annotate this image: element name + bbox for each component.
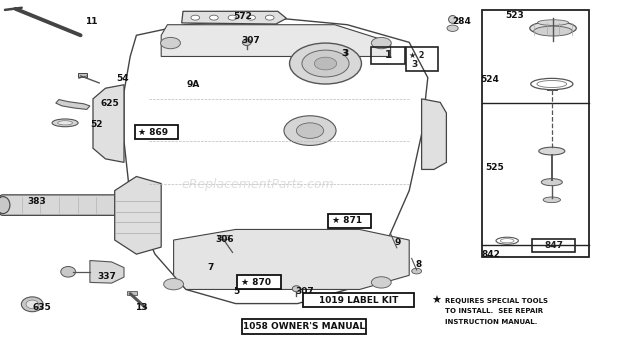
Text: 306: 306 xyxy=(215,235,234,244)
Text: 572: 572 xyxy=(234,12,252,22)
Circle shape xyxy=(191,15,200,20)
Ellipse shape xyxy=(539,147,565,155)
Text: 525: 525 xyxy=(485,163,504,172)
Text: 842: 842 xyxy=(482,250,500,259)
Circle shape xyxy=(296,123,324,138)
Text: TO INSTALL.  SEE REPAIR: TO INSTALL. SEE REPAIR xyxy=(445,309,542,314)
Text: 54: 54 xyxy=(117,74,129,83)
Polygon shape xyxy=(161,25,391,56)
Ellipse shape xyxy=(543,197,560,203)
Ellipse shape xyxy=(541,179,562,186)
Circle shape xyxy=(314,57,337,70)
Text: ★: ★ xyxy=(431,296,441,306)
Text: 52: 52 xyxy=(90,120,102,129)
Bar xyxy=(371,47,405,64)
Text: 847: 847 xyxy=(544,241,563,250)
Ellipse shape xyxy=(242,39,251,46)
Text: 13: 13 xyxy=(135,303,148,312)
Text: 523: 523 xyxy=(505,11,524,20)
Text: ★ 2: ★ 2 xyxy=(409,51,424,60)
Text: ★ 871: ★ 871 xyxy=(332,216,361,225)
Ellipse shape xyxy=(0,197,10,214)
Circle shape xyxy=(412,268,422,274)
Text: 7: 7 xyxy=(208,263,214,272)
Ellipse shape xyxy=(26,300,38,309)
Text: 9: 9 xyxy=(395,238,401,247)
Text: 5: 5 xyxy=(234,287,240,296)
Ellipse shape xyxy=(449,16,456,23)
Ellipse shape xyxy=(538,20,569,25)
Bar xyxy=(135,125,178,139)
Bar xyxy=(303,293,414,307)
Circle shape xyxy=(164,279,184,290)
Text: ★ 869: ★ 869 xyxy=(138,128,168,137)
Ellipse shape xyxy=(58,121,73,125)
Text: 3: 3 xyxy=(412,60,418,69)
Polygon shape xyxy=(182,11,286,24)
Circle shape xyxy=(247,15,255,20)
Text: 625: 625 xyxy=(101,99,120,108)
Text: 11: 11 xyxy=(86,17,98,26)
Text: 10: 10 xyxy=(400,298,412,307)
Polygon shape xyxy=(422,99,446,169)
Text: 3: 3 xyxy=(343,49,349,58)
Text: 524: 524 xyxy=(480,75,499,84)
Polygon shape xyxy=(174,229,409,289)
Circle shape xyxy=(447,25,458,31)
Ellipse shape xyxy=(529,22,577,35)
Bar xyxy=(218,235,229,239)
FancyBboxPatch shape xyxy=(0,195,121,215)
Circle shape xyxy=(265,15,274,20)
Bar xyxy=(328,214,371,228)
Circle shape xyxy=(161,37,180,49)
Circle shape xyxy=(371,277,391,288)
Circle shape xyxy=(371,37,391,49)
Ellipse shape xyxy=(534,26,572,36)
Bar xyxy=(242,319,366,334)
Polygon shape xyxy=(93,85,124,162)
Bar xyxy=(482,10,589,257)
Bar xyxy=(532,239,575,252)
Text: 284: 284 xyxy=(453,17,471,26)
Ellipse shape xyxy=(293,286,300,292)
Bar xyxy=(406,47,438,71)
Text: 8: 8 xyxy=(415,259,422,269)
Text: 337: 337 xyxy=(97,271,116,281)
Text: 307: 307 xyxy=(242,36,260,45)
Bar xyxy=(78,73,87,77)
Text: REQUIRES SPECIAL TOOLS: REQUIRES SPECIAL TOOLS xyxy=(445,298,547,304)
Text: ★ 870: ★ 870 xyxy=(241,278,271,287)
Circle shape xyxy=(210,15,218,20)
Ellipse shape xyxy=(61,267,76,277)
Ellipse shape xyxy=(52,119,78,127)
Text: 1019 LABEL KIT: 1019 LABEL KIT xyxy=(319,295,398,305)
Circle shape xyxy=(302,50,349,77)
Text: 3: 3 xyxy=(341,49,347,58)
Text: 1058 OWNER'S MANUAL: 1058 OWNER'S MANUAL xyxy=(243,322,365,331)
Circle shape xyxy=(228,15,237,20)
Text: INSTRUCTION MANUAL.: INSTRUCTION MANUAL. xyxy=(445,319,537,325)
Text: 1: 1 xyxy=(384,50,392,60)
Circle shape xyxy=(284,116,336,145)
Circle shape xyxy=(290,43,361,84)
Bar xyxy=(237,275,281,289)
Ellipse shape xyxy=(21,297,43,312)
Polygon shape xyxy=(90,261,124,283)
Polygon shape xyxy=(115,176,161,254)
Text: eReplacementParts.com: eReplacementParts.com xyxy=(181,178,334,191)
Text: 9A: 9A xyxy=(187,79,200,89)
Text: 307: 307 xyxy=(296,287,314,296)
Polygon shape xyxy=(56,100,90,109)
Text: 635: 635 xyxy=(33,303,51,312)
Text: 383: 383 xyxy=(28,197,46,207)
Bar xyxy=(127,291,137,295)
